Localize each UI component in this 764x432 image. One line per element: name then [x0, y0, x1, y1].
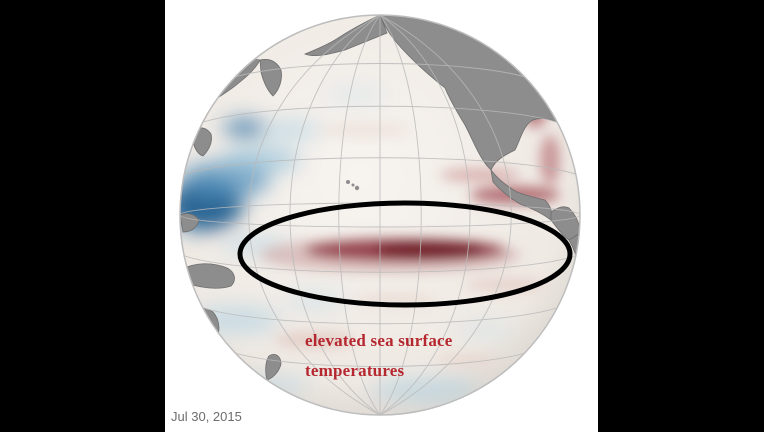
annotation-line-2: temperatures: [305, 361, 405, 380]
new-guinea-land: [180, 263, 235, 289]
annotation-line-1: elevated sea surface: [305, 331, 453, 350]
globe-map: [179, 14, 581, 416]
kamchatka-land: [259, 59, 282, 97]
japan-land: [192, 127, 212, 157]
annotation-text: elevated sea surface temperatures: [305, 326, 565, 386]
highlight-ellipse: [237, 200, 573, 308]
globe-outline: [179, 14, 581, 416]
date-label: Jul 30, 2015: [171, 409, 242, 424]
map-panel: elevated sea surface temperatures Jul 30…: [165, 0, 598, 432]
hawaii-land: [346, 180, 350, 184]
